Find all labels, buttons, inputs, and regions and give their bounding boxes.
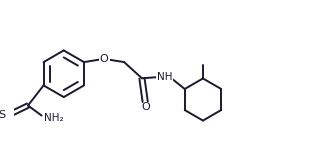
Text: O: O [141, 102, 150, 112]
Text: NH: NH [157, 72, 172, 82]
Text: O: O [100, 54, 109, 64]
Text: NH₂: NH₂ [44, 113, 64, 123]
Text: S: S [0, 110, 6, 120]
